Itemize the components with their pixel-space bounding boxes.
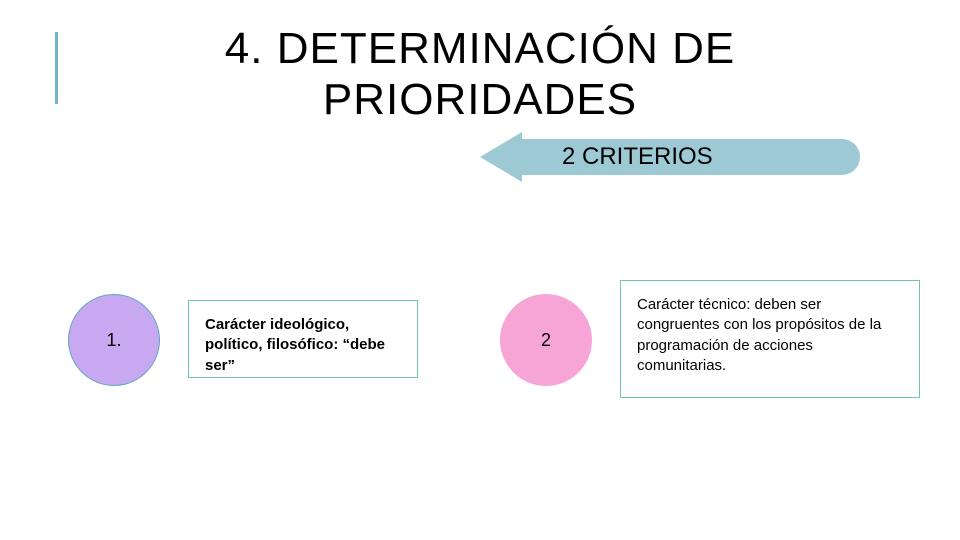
accent-bar: [55, 32, 58, 104]
criteria-callout: 2 CRITERIOS: [480, 132, 860, 182]
criterion-card-2: Carácter técnico: deben ser congruentes …: [620, 280, 920, 398]
criterion-number-1: 1.: [106, 330, 121, 351]
criterion-number-2: 2: [541, 330, 551, 351]
arrow-head: [480, 132, 522, 182]
criterion-card-1: Carácter ideológico, político, filosófic…: [188, 300, 418, 378]
criteria-row: 1. Carácter ideológico, político, filosó…: [0, 280, 960, 420]
criterion-circle-2: 2: [500, 294, 592, 386]
criterion-circle-1: 1.: [68, 294, 160, 386]
criterion-text-2: Carácter técnico: deben ser congruentes …: [637, 296, 881, 374]
criterion-text-1: Carácter ideológico, político, filosófic…: [205, 316, 385, 374]
page-title: 4. DETERMINACIÓN DE PRIORIDADES: [130, 24, 830, 125]
callout-label: 2 CRITERIOS: [522, 139, 860, 175]
